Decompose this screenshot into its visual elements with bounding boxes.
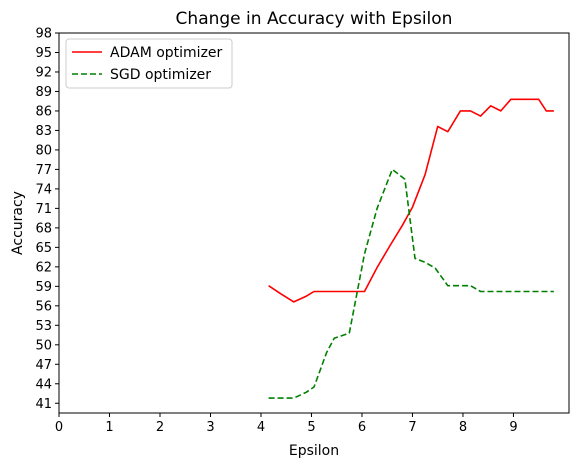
plot-frame <box>58 32 570 414</box>
x-axis: 0 1 2 3 4 5 6 7 8 9 <box>55 413 518 435</box>
y-tick-label: 65 <box>35 241 52 256</box>
y-tick-label: 53 <box>35 319 52 334</box>
x-tick-label: 2 <box>156 420 164 435</box>
x-tick-label: 8 <box>459 420 467 435</box>
y-tick-label: 56 <box>35 299 52 314</box>
x-tick-label: 1 <box>105 420 113 435</box>
x-axis-label: Epsilon <box>289 443 339 459</box>
y-tick-label: 59 <box>35 280 52 295</box>
plot-area <box>268 98 554 399</box>
x-tick-label: 6 <box>358 420 366 435</box>
y-tick-label: 77 <box>35 163 52 178</box>
y-axis: 41 44 47 50 53 56 59 62 65 68 71 74 77 80 83 86 89 92 95 98 <box>35 27 59 412</box>
y-tick-label: 47 <box>35 358 52 373</box>
y-tick-label: 98 <box>35 27 52 42</box>
y-tick-label: 83 <box>35 124 52 139</box>
legend: ADAM optimizer SGD optimizer <box>65 38 233 89</box>
legend-box <box>65 38 233 89</box>
y-tick-label: 74 <box>35 182 52 197</box>
x-tick-label: 9 <box>509 420 517 435</box>
x-tick-label: 4 <box>257 420 265 435</box>
y-tick-label: 41 <box>35 397 52 412</box>
y-axis-label: Accuracy <box>10 191 26 255</box>
y-tick-label: 71 <box>35 202 52 217</box>
x-tick-label: 3 <box>206 420 214 435</box>
y-tick-label: 50 <box>35 338 52 353</box>
y-tick-label: 95 <box>35 46 52 61</box>
y-tick-label: 62 <box>35 260 52 275</box>
y-tick-label: 86 <box>35 104 52 119</box>
y-tick-label: 44 <box>35 377 52 392</box>
legend-label-adam: ADAM optimizer <box>110 45 223 61</box>
x-tick-label: 5 <box>307 420 315 435</box>
x-tick-label: 7 <box>408 420 416 435</box>
y-tick-label: 68 <box>35 221 52 236</box>
y-tick-label: 80 <box>35 143 52 158</box>
legend-label-sgd: SGD optimizer <box>110 67 211 83</box>
chart-title: Change in Accuracy with Epsilon <box>176 9 453 29</box>
series-line-sgd <box>268 168 554 399</box>
series-line-adam <box>268 98 554 303</box>
x-tick-label: 0 <box>55 420 63 435</box>
y-tick-label: 89 <box>35 85 52 100</box>
y-tick-label: 92 <box>35 65 52 80</box>
